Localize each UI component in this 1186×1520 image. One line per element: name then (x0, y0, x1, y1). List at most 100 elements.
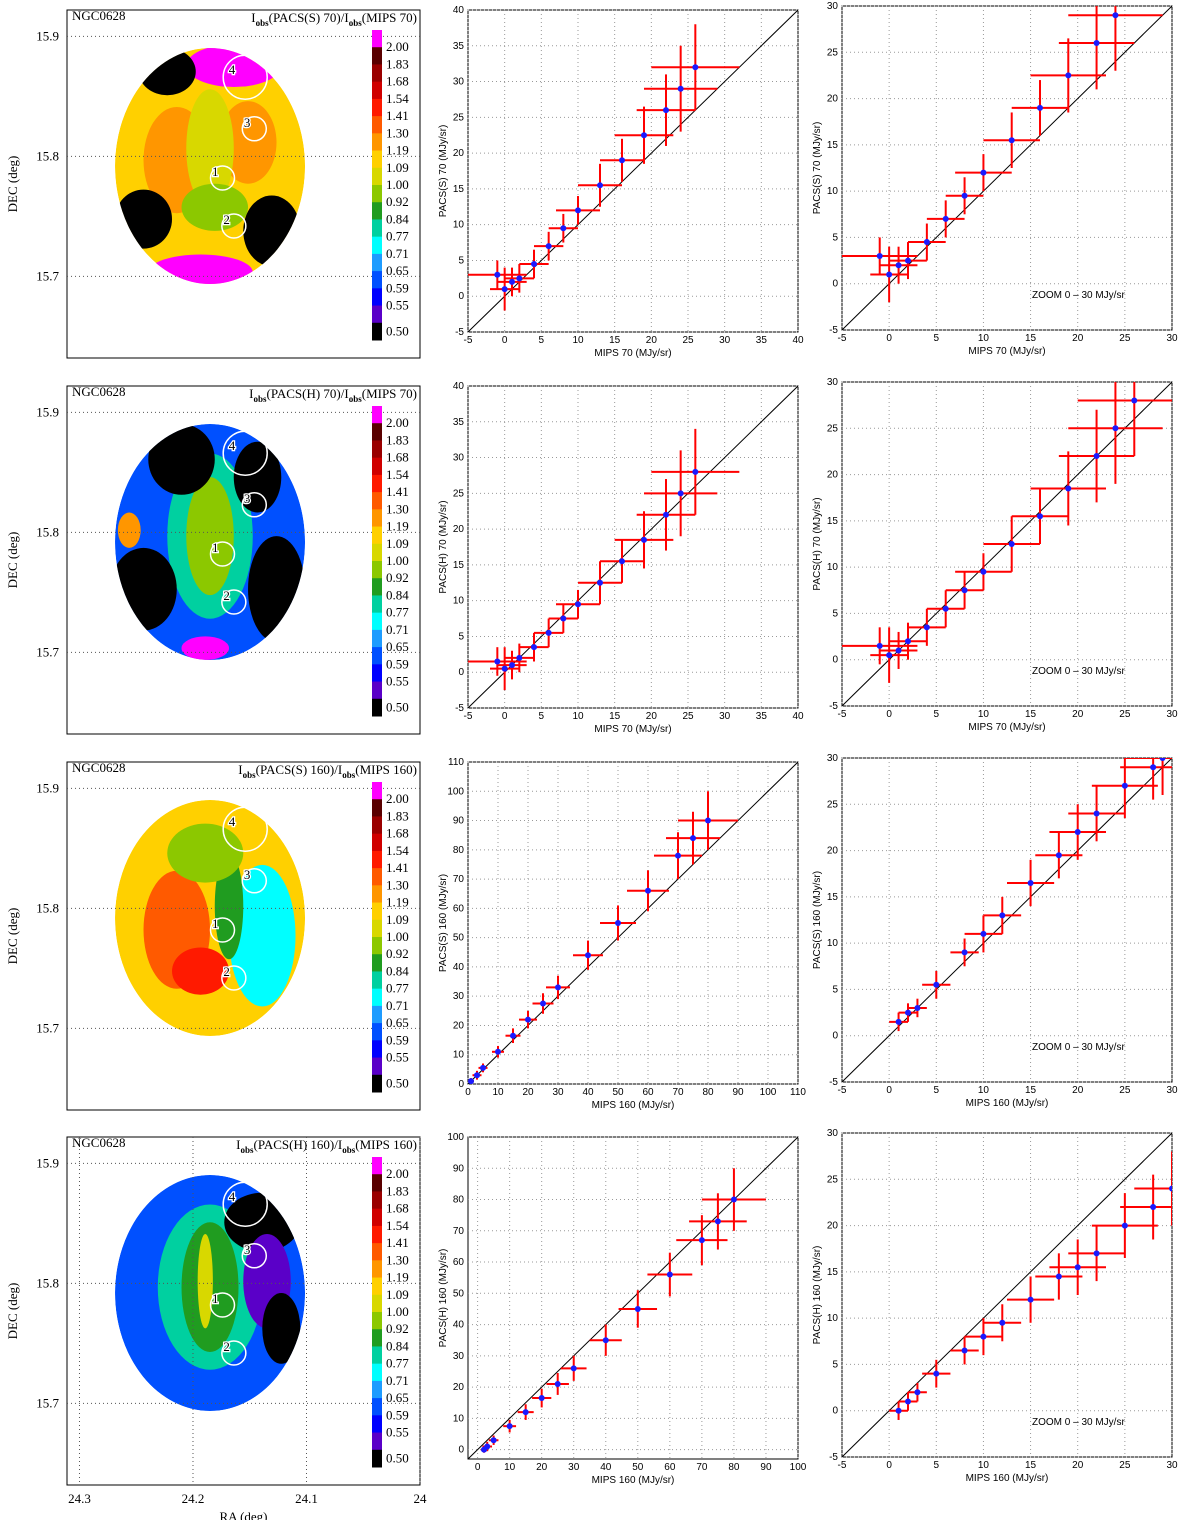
colorbar-label: 1.19 (386, 1270, 409, 1285)
y-tick-label: 10 (827, 186, 839, 197)
data-point (961, 1347, 968, 1354)
x-tick-label: 25 (682, 335, 694, 346)
data-point (1037, 513, 1043, 520)
ratio-label: Iobs(PACS(S) 160)/Iobs(MIPS 160) (238, 762, 417, 780)
y-tick-label: 30 (827, 753, 839, 764)
data-point (886, 271, 893, 278)
x-tick-label: 25 (1119, 333, 1131, 344)
colorbar-swatch (372, 236, 382, 255)
label-part: (PACS(S) 160)/I (256, 762, 343, 777)
colorbar-swatch (372, 1225, 382, 1244)
y-tick-label: 25 (453, 488, 465, 499)
y-tick-label: 20 (453, 524, 465, 535)
data-point (545, 243, 552, 250)
galaxy-map (115, 1175, 306, 1411)
colorbar-label: 2.00 (386, 39, 409, 54)
one-to-one-line (842, 6, 1172, 330)
colorbar-label: 1.68 (386, 450, 409, 465)
colorbar-label: 1.09 (386, 160, 409, 175)
colorbar-label: 1.54 (386, 1218, 409, 1233)
colorbar-swatch (372, 868, 382, 886)
x-tick-label: 5 (934, 333, 940, 344)
colorbar-label: 2.00 (386, 791, 409, 806)
colorbar-label: 0.55 (386, 674, 409, 689)
y-tick-label: -5 (829, 325, 838, 336)
colorbar-swatch (372, 1363, 382, 1382)
y-tick-label: 5 (832, 1359, 838, 1370)
x-tick-label: 15 (609, 335, 621, 346)
region-circle (241, 868, 268, 894)
x-axis-label: MIPS 160 (MJy/sr) (592, 1475, 675, 1486)
region-circle (221, 213, 247, 239)
x-tick-label: 5 (934, 709, 940, 720)
colorbar-swatch (372, 698, 382, 717)
y-tick-label: 10 (827, 1313, 839, 1324)
x-tick-label: 0 (886, 709, 892, 720)
data-point (641, 536, 647, 543)
colorbar-swatch (372, 612, 382, 631)
colorbar-label: 1.19 (386, 519, 409, 534)
x-tick-label: 5 (934, 1085, 940, 1096)
x-tick-label: 24.2 (182, 1491, 205, 1506)
data-point (1150, 1204, 1157, 1211)
region-label: 3 (244, 491, 251, 506)
y-tick-label: 15.8 (36, 524, 59, 539)
annotation: ZOOM 0 – 30 MJy/sr (1032, 1417, 1125, 1428)
x-tick-label: 20 (536, 1462, 548, 1473)
data-point (575, 207, 581, 214)
map-region (172, 947, 230, 995)
colorbar-label: 1.19 (386, 143, 409, 158)
label-part: I (236, 1137, 240, 1152)
colorbar-swatch (372, 457, 382, 476)
colorbar-swatch (372, 288, 382, 307)
colorbar-label: 1.68 (386, 826, 409, 841)
plot-area (468, 762, 798, 1084)
region-circle (241, 492, 268, 518)
map-region (233, 441, 282, 513)
colorbar-swatch (372, 423, 382, 441)
colorbar-label: 0.77 (386, 605, 409, 620)
y-tick-label: 10 (827, 938, 839, 949)
colorbar-swatch (372, 1057, 382, 1076)
region-circle (241, 116, 268, 142)
colorbar-swatch (372, 816, 382, 835)
colorbar-swatch (372, 406, 382, 424)
region-label: 2 (223, 964, 230, 979)
data-point (714, 1218, 721, 1225)
one-to-one-line (468, 386, 798, 708)
colorbar-label: 0.59 (386, 280, 409, 295)
y-tick-label: 25 (827, 1174, 839, 1185)
x-tick-label: 70 (672, 1087, 684, 1098)
y-tick-label: 100 (447, 1132, 464, 1143)
data-point (905, 1009, 911, 1016)
map-region (197, 1234, 213, 1329)
region-label: 1 (212, 916, 219, 931)
colorbar-swatch (372, 116, 382, 134)
y-tick-label: -5 (829, 701, 838, 712)
data-point (1065, 72, 1072, 79)
y-tick-label: 80 (453, 1195, 465, 1206)
colorbar-label: 0.59 (386, 1407, 409, 1422)
data-point (1074, 1264, 1081, 1271)
colorbar-label: 0.71 (386, 622, 409, 637)
annotation: ZOOM 0 – 30 MJy/sr (1032, 290, 1125, 301)
one-to-one-line (468, 1137, 798, 1459)
colorbar-swatch (372, 1277, 382, 1296)
y-tick-label: 15.9 (36, 1155, 59, 1170)
region-circle (209, 541, 236, 567)
colorbar-label: 0.50 (386, 1075, 409, 1090)
y-tick-label: 15 (453, 560, 465, 571)
data-point (663, 511, 669, 518)
data-point (923, 239, 930, 246)
data-point (634, 1305, 641, 1312)
x-tick-label: 25 (1119, 709, 1131, 720)
colorbar-swatch (372, 64, 382, 83)
x-tick-label: 30 (568, 1462, 580, 1473)
x-tick-label: 0 (475, 1462, 481, 1473)
x-tick-label: 80 (728, 1462, 740, 1473)
colorbar-label: 0.50 (386, 699, 409, 714)
y-tick-label: 20 (453, 1382, 465, 1393)
subscript: obs (342, 770, 356, 780)
plot-area (842, 6, 1172, 330)
data-point (540, 1000, 546, 1007)
